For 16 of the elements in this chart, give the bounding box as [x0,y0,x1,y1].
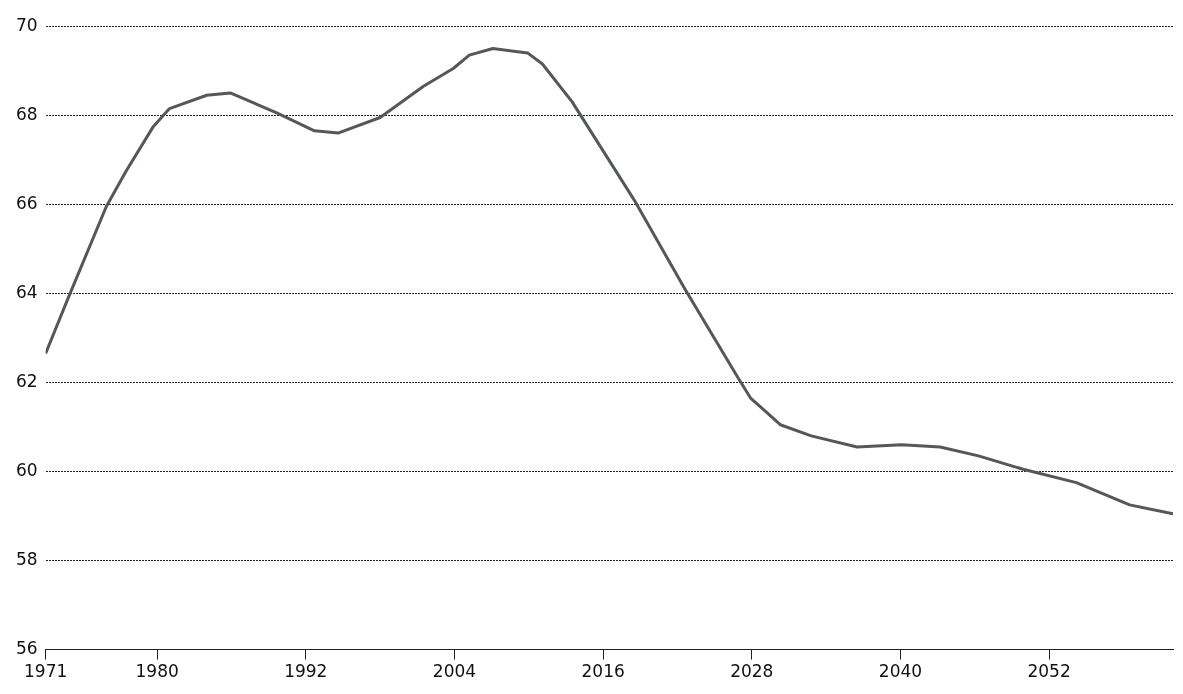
y-tick-label: 58 [15,548,38,569]
y-tick-label: 56 [15,638,38,659]
y-tick-label: 60 [15,459,38,480]
x-tick-label: 2016 [581,661,625,682]
y-tick-label: 68 [15,103,38,124]
x-tick-label: 2028 [730,661,774,682]
x-tick-label: 2004 [432,661,477,682]
x-tick-label: 1980 [135,661,179,682]
y-tick-label: 64 [15,281,38,302]
y-tick-label: 70 [15,14,38,35]
x-tick-label: 1992 [284,661,328,682]
x-tick-label: 1971 [24,661,68,682]
y-tick-label: 62 [15,370,38,391]
x-tick-label: 2052 [1027,661,1071,682]
y-tick-label: 66 [15,192,38,213]
x-tick-label: 2040 [878,661,923,682]
